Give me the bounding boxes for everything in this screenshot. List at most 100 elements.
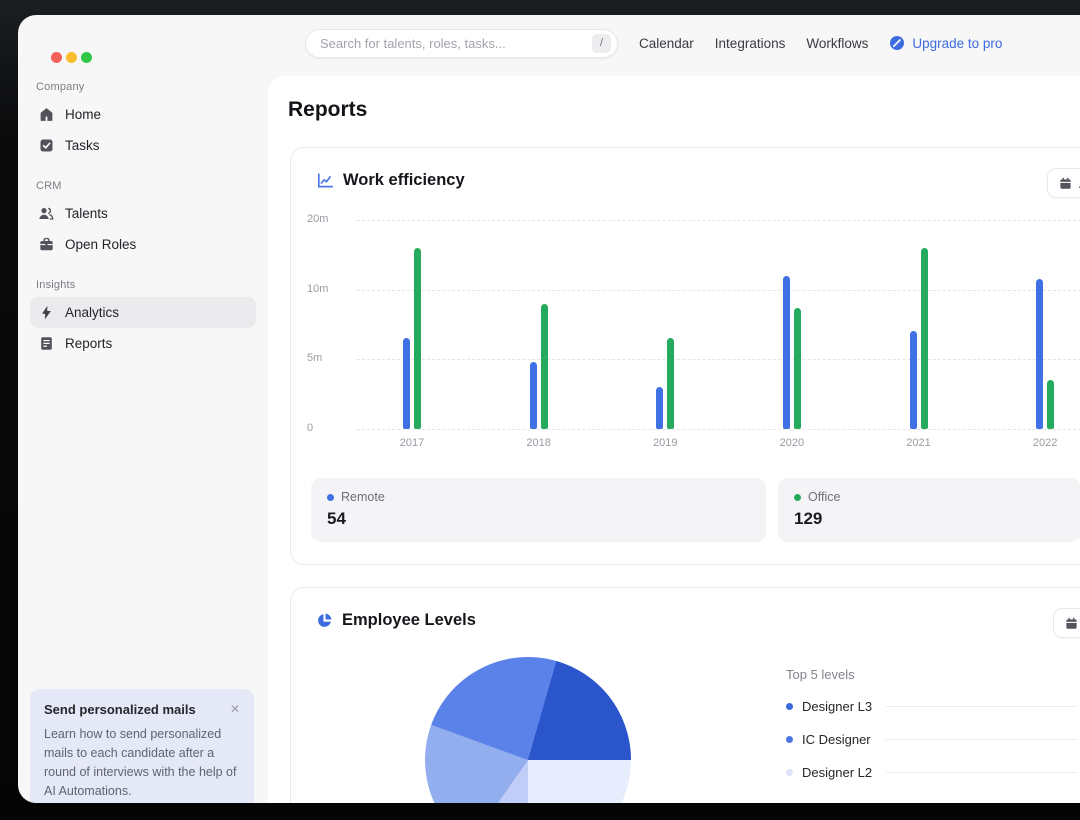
- sidebar-section-insights: Insights Analytics Reports: [30, 279, 256, 359]
- sidebar-item-open-roles[interactable]: Open Roles: [30, 229, 256, 260]
- bar-chart: 20m 10m 5m 0: [307, 213, 1080, 434]
- upgrade-gauge-icon: [890, 36, 905, 50]
- bar-office-2017: [414, 247, 421, 429]
- bar-remote-2022: [1036, 279, 1044, 429]
- search-shortcut-key: /: [592, 33, 611, 53]
- notification-card: Send personalized mails ✕ Learn how to s…: [30, 689, 254, 803]
- legend-dot: [786, 703, 793, 710]
- card-title: Employee Levels: [342, 611, 476, 629]
- bar-remote-2020: [782, 275, 790, 429]
- tasks-icon: [38, 138, 54, 154]
- x-axis-label: 2019: [653, 437, 678, 449]
- upgrade-label: Upgrade to pro: [912, 35, 1003, 51]
- legend-dot: [794, 493, 801, 501]
- stat-box-office: Office 129: [778, 478, 1080, 542]
- x-axis-label: 2018: [526, 437, 551, 449]
- page-title: Reports: [288, 98, 368, 121]
- pie-chart-icon: [318, 613, 332, 627]
- stat-value: 54: [327, 509, 346, 528]
- nav-link-integrations[interactable]: Integrations: [714, 35, 786, 51]
- y-tick-label: 0: [307, 422, 314, 434]
- upgrade-to-pro-button[interactable]: Upgrade to pro: [889, 35, 1002, 51]
- legend-label: IC Designer: [802, 732, 871, 747]
- section-label: Company: [36, 81, 85, 93]
- period-selector-button[interactable]: Annually: [1047, 168, 1080, 198]
- legend-item-ic-designer: IC Designer: [786, 723, 1077, 756]
- pie-chart: [425, 657, 631, 803]
- chart-stats-row: Remote 54 Office 129: [311, 478, 1080, 542]
- legend-item-designer-l3: Designer L3: [786, 690, 1077, 723]
- close-icon[interactable]: ✕: [229, 702, 240, 716]
- talents-icon: [38, 206, 54, 222]
- legend-label: Designer L3: [802, 699, 873, 714]
- stat-label: Remote: [341, 490, 385, 504]
- y-tick-label: 10m: [307, 282, 329, 295]
- search-box[interactable]: /: [305, 28, 618, 58]
- sidebar-section-company: Company Home Tasks: [30, 81, 256, 161]
- main-panel: Reports Work efficiency Annually 20m: [268, 76, 1080, 803]
- legend-item-designer-l2: Designer L2: [786, 756, 1077, 789]
- calendar-icon: [1060, 177, 1071, 189]
- stat-label: Office: [808, 490, 841, 504]
- x-axis-label: 2020: [779, 437, 805, 449]
- y-tick-label: 5m: [307, 352, 323, 365]
- sidebar-item-tasks[interactable]: Tasks: [30, 130, 256, 161]
- sidebar-item-reports[interactable]: Reports: [30, 328, 256, 359]
- minimize-window-button[interactable]: [66, 52, 77, 63]
- bar-remote-2018: [529, 362, 537, 429]
- x-axis-label: 2017: [399, 437, 425, 449]
- home-icon: [38, 107, 54, 123]
- notification-body: Learn how to send personalized mails to …: [44, 727, 237, 798]
- sidebar-item-home[interactable]: Home: [30, 99, 256, 130]
- gridline: [357, 429, 1080, 430]
- sidebar-item-label: Analytics: [65, 305, 120, 320]
- document-icon: [38, 336, 54, 352]
- section-label: Insights: [36, 279, 76, 291]
- sidebar: Company Home Tasks CRM Talents Open Roles Insi…: [18, 75, 268, 803]
- card-title: Work efficiency: [343, 171, 465, 189]
- legend-leader-line: [886, 772, 1077, 773]
- gridline: [357, 359, 1080, 361]
- legend-dot: [786, 769, 793, 776]
- zoom-window-button[interactable]: [81, 52, 92, 63]
- stat-box-remote: Remote 54: [311, 478, 766, 542]
- period-selector-button[interactable]: [1053, 608, 1080, 638]
- calendar-icon: [1066, 617, 1077, 629]
- y-tick-label: 20m: [307, 213, 329, 225]
- close-window-button[interactable]: [51, 52, 62, 63]
- legend-label: Designer L2: [802, 765, 873, 780]
- bar-remote-2019: [656, 387, 664, 429]
- bar-office-2019: [667, 338, 675, 429]
- stat-value: 129: [794, 509, 823, 528]
- x-axis-label: 2022: [1032, 437, 1058, 449]
- legend-dot: [786, 736, 793, 743]
- gridline: [357, 220, 1080, 221]
- line-chart-icon: [317, 172, 334, 187]
- sidebar-item-analytics[interactable]: Analytics: [30, 297, 256, 328]
- app-window: / Calendar Integrations Workflows Upgrade …: [18, 15, 1080, 803]
- sidebar-section-crm: CRM Talents Open Roles: [30, 180, 256, 260]
- sidebar-item-label: Tasks: [65, 138, 100, 153]
- window-controls: [51, 52, 92, 63]
- nav-link-workflows[interactable]: Workflows: [806, 35, 869, 51]
- legend-dot: [327, 493, 334, 501]
- bar-chart-x-axis: 2017 2018 2019 2020 2021 2022: [357, 437, 1080, 451]
- bar-office-2021: [920, 247, 928, 429]
- bar-remote-2021: [909, 331, 917, 429]
- x-axis-label: 2021: [906, 437, 931, 449]
- bar-remote-2017: [403, 338, 410, 429]
- pie-legend: Top 5 levels Designer L3 IC Designer Desig…: [786, 667, 1077, 789]
- sidebar-item-label: Reports: [65, 336, 113, 351]
- sidebar-item-label: Talents: [65, 206, 108, 221]
- nav-link-calendar[interactable]: Calendar: [639, 35, 694, 51]
- bar-office-2018: [540, 303, 548, 429]
- section-label: CRM: [36, 180, 62, 192]
- gridline: [357, 289, 1080, 291]
- top-nav: Calendar Integrations Workflows: [639, 36, 868, 51]
- bar-office-2022: [1047, 380, 1055, 429]
- top-bar: / Calendar Integrations Workflows Upgrade …: [305, 28, 1080, 58]
- sidebar-item-talents[interactable]: Talents: [30, 198, 256, 229]
- sidebar-item-label: Home: [65, 107, 102, 122]
- search-input[interactable]: [320, 35, 592, 51]
